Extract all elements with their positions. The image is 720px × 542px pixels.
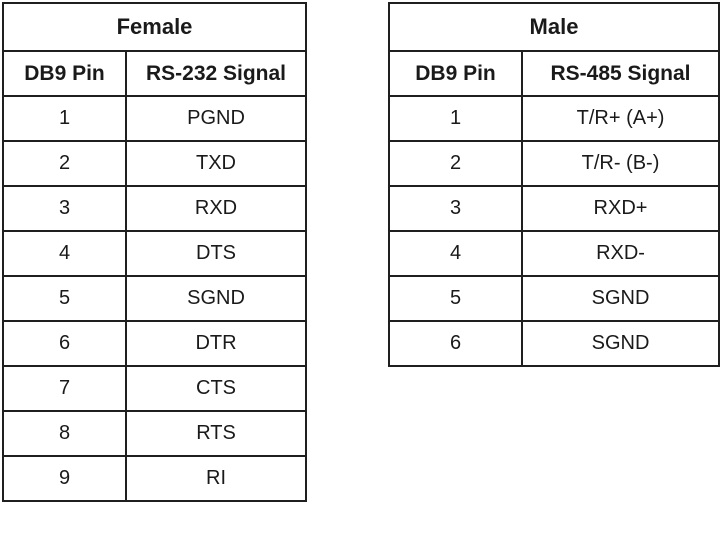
- table-row: 1 PGND: [2, 95, 308, 142]
- signal-cell: RXD-: [520, 230, 720, 277]
- table-row: 9 RI: [2, 455, 308, 502]
- signal-cell: T/R- (B-): [520, 140, 720, 187]
- pin-cell: 5: [2, 275, 127, 322]
- table-row: 7 CTS: [2, 365, 308, 412]
- signal-cell: DTR: [124, 320, 308, 367]
- signal-cell: RXD: [124, 185, 308, 232]
- signal-cell: T/R+ (A+): [520, 95, 720, 142]
- table-row: 6 SGND: [388, 320, 720, 367]
- signal-cell: SGND: [124, 275, 308, 322]
- table-row: 1 T/R+ (A+): [388, 95, 720, 142]
- signal-cell: SGND: [520, 320, 720, 367]
- signal-cell: CTS: [124, 365, 308, 412]
- male-pinout-table: Male DB9 Pin RS-485 Signal 1 T/R+ (A+) 2…: [387, 2, 720, 367]
- female-pinout-table: Female DB9 Pin RS-232 Signal 1 PGND 2 TX…: [1, 2, 308, 502]
- pin-cell: 3: [388, 185, 523, 232]
- pin-cell: 7: [2, 365, 127, 412]
- signal-cell: RXD+: [520, 185, 720, 232]
- female-header-signal: RS-232 Signal: [124, 50, 308, 97]
- pin-cell: 6: [388, 320, 523, 367]
- pin-cell: 1: [2, 95, 127, 142]
- pin-cell: 9: [2, 455, 127, 502]
- pin-cell: 2: [388, 140, 523, 187]
- signal-cell: TXD: [124, 140, 308, 187]
- male-header-pin: DB9 Pin: [388, 50, 523, 97]
- pin-cell: 1: [388, 95, 523, 142]
- female-table-title: Female: [1, 2, 308, 52]
- pin-cell: 3: [2, 185, 127, 232]
- signal-cell: DTS: [124, 230, 308, 277]
- pin-cell: 8: [2, 410, 127, 457]
- male-header-signal: RS-485 Signal: [520, 50, 720, 97]
- table-row: 8 RTS: [2, 410, 308, 457]
- signal-cell: RTS: [124, 410, 308, 457]
- table-row: 3 RXD+: [388, 185, 720, 232]
- table-row: 4 DTS: [2, 230, 308, 277]
- table-row: 5 SGND: [388, 275, 720, 322]
- pin-cell: 6: [2, 320, 127, 367]
- pin-cell: 2: [2, 140, 127, 187]
- table-row: 2 T/R- (B-): [388, 140, 720, 187]
- signal-cell: RI: [124, 455, 308, 502]
- table-row: 3 RXD: [2, 185, 308, 232]
- male-table-title: Male: [387, 2, 720, 52]
- signal-cell: SGND: [520, 275, 720, 322]
- pin-cell: 5: [388, 275, 523, 322]
- table-row: 4 RXD-: [388, 230, 720, 277]
- pin-cell: 4: [2, 230, 127, 277]
- table-row: 6 DTR: [2, 320, 308, 367]
- table-row: 2 TXD: [2, 140, 308, 187]
- pin-cell: 4: [388, 230, 523, 277]
- female-header-pin: DB9 Pin: [2, 50, 127, 97]
- signal-cell: PGND: [124, 95, 308, 142]
- table-row: 5 SGND: [2, 275, 308, 322]
